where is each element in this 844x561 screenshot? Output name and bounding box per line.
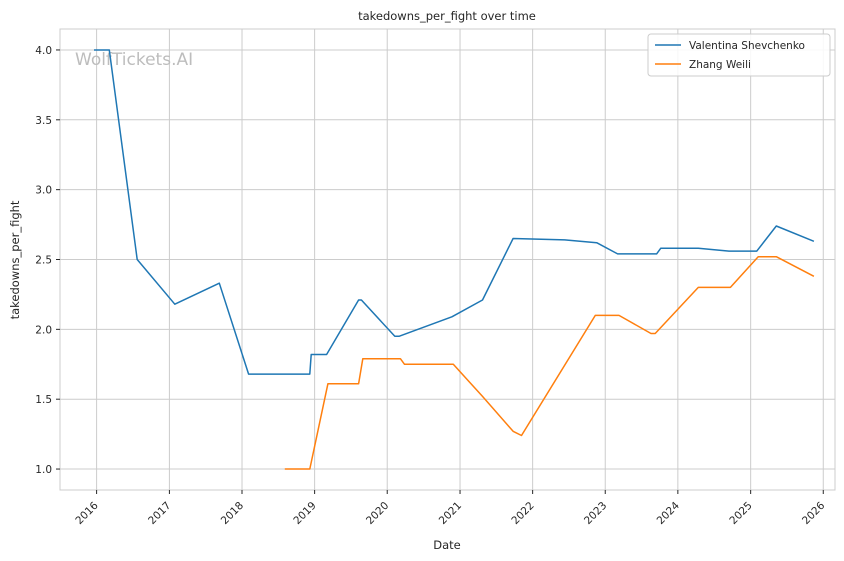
series-layer bbox=[94, 49, 815, 470]
grid bbox=[60, 29, 835, 490]
x-tick-label: 2026 bbox=[800, 499, 828, 527]
chart-title: takedowns_per_fight over time bbox=[358, 9, 536, 23]
series-line-1 bbox=[94, 49, 815, 375]
x-tick-label: 2016 bbox=[73, 499, 101, 527]
x-axis-ticks: 2016 2017 2018 2019 2020 2021 2022 2023 2024 2025… bbox=[73, 490, 828, 527]
legend-box bbox=[647, 33, 831, 77]
x-tick-label: 2019 bbox=[291, 500, 318, 527]
y-tick-label: 2.5 bbox=[35, 255, 52, 267]
x-tick-label: 2018 bbox=[219, 500, 246, 527]
y-tick-label: 3.5 bbox=[35, 115, 52, 127]
y-tick-label: 3.0 bbox=[35, 185, 52, 197]
legend-label-series-2: Zhang Weili bbox=[689, 59, 751, 71]
x-tick-label: 2024 bbox=[655, 499, 683, 527]
x-tick-label: 2022 bbox=[509, 500, 536, 527]
y-tick-label: 4.0 bbox=[35, 45, 52, 57]
watermark: WolfTickets.AI bbox=[75, 50, 193, 70]
x-tick-label: 2023 bbox=[582, 500, 609, 527]
legend-label-series-1: Valentina Shevchenko bbox=[689, 40, 805, 52]
y-axis-label: takedowns_per_fight bbox=[8, 200, 22, 319]
x-tick-label: 2017 bbox=[146, 500, 173, 527]
y-tick-label: 2.0 bbox=[35, 324, 52, 336]
y-axis-ticks: 1.0 1.5 2.0 2.5 3.0 3.5 4.0 bbox=[35, 45, 60, 476]
legend: Valentina Shevchenko Zhang Weili bbox=[647, 33, 831, 77]
y-tick-label: 1.0 bbox=[35, 464, 52, 476]
x-axis-label: Date bbox=[433, 538, 461, 552]
x-tick-label: 2021 bbox=[437, 500, 464, 527]
y-tick-label: 1.5 bbox=[35, 394, 52, 406]
x-tick-label: 2020 bbox=[364, 500, 391, 527]
series-line-2 bbox=[284, 255, 815, 470]
x-tick-label: 2025 bbox=[727, 500, 754, 527]
